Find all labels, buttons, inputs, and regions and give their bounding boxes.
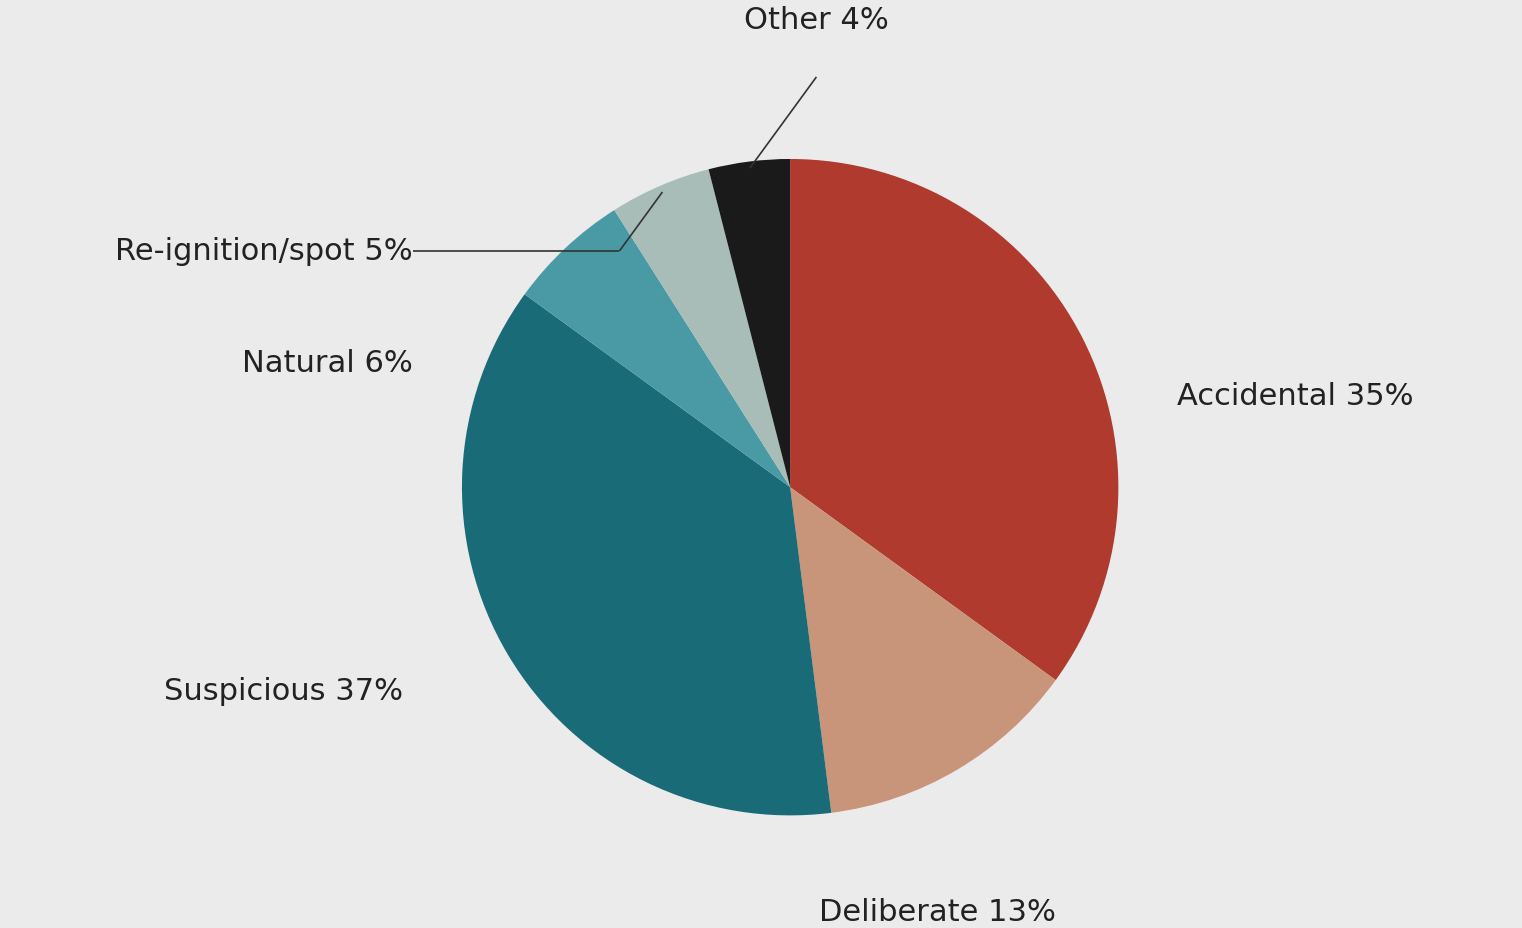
Text: Suspicious 37%: Suspicious 37%	[164, 677, 403, 705]
Wedge shape	[790, 487, 1056, 813]
Text: Deliberate 13%: Deliberate 13%	[819, 897, 1056, 926]
Wedge shape	[709, 160, 790, 487]
Text: Natural 6%: Natural 6%	[242, 349, 412, 378]
Text: Re-ignition/spot 5%: Re-ignition/spot 5%	[116, 238, 412, 266]
Wedge shape	[790, 160, 1119, 680]
Text: Accidental 35%: Accidental 35%	[1178, 381, 1414, 410]
Wedge shape	[615, 170, 790, 487]
Wedge shape	[525, 211, 790, 487]
Wedge shape	[463, 295, 831, 816]
Text: Other 4%: Other 4%	[744, 6, 889, 35]
